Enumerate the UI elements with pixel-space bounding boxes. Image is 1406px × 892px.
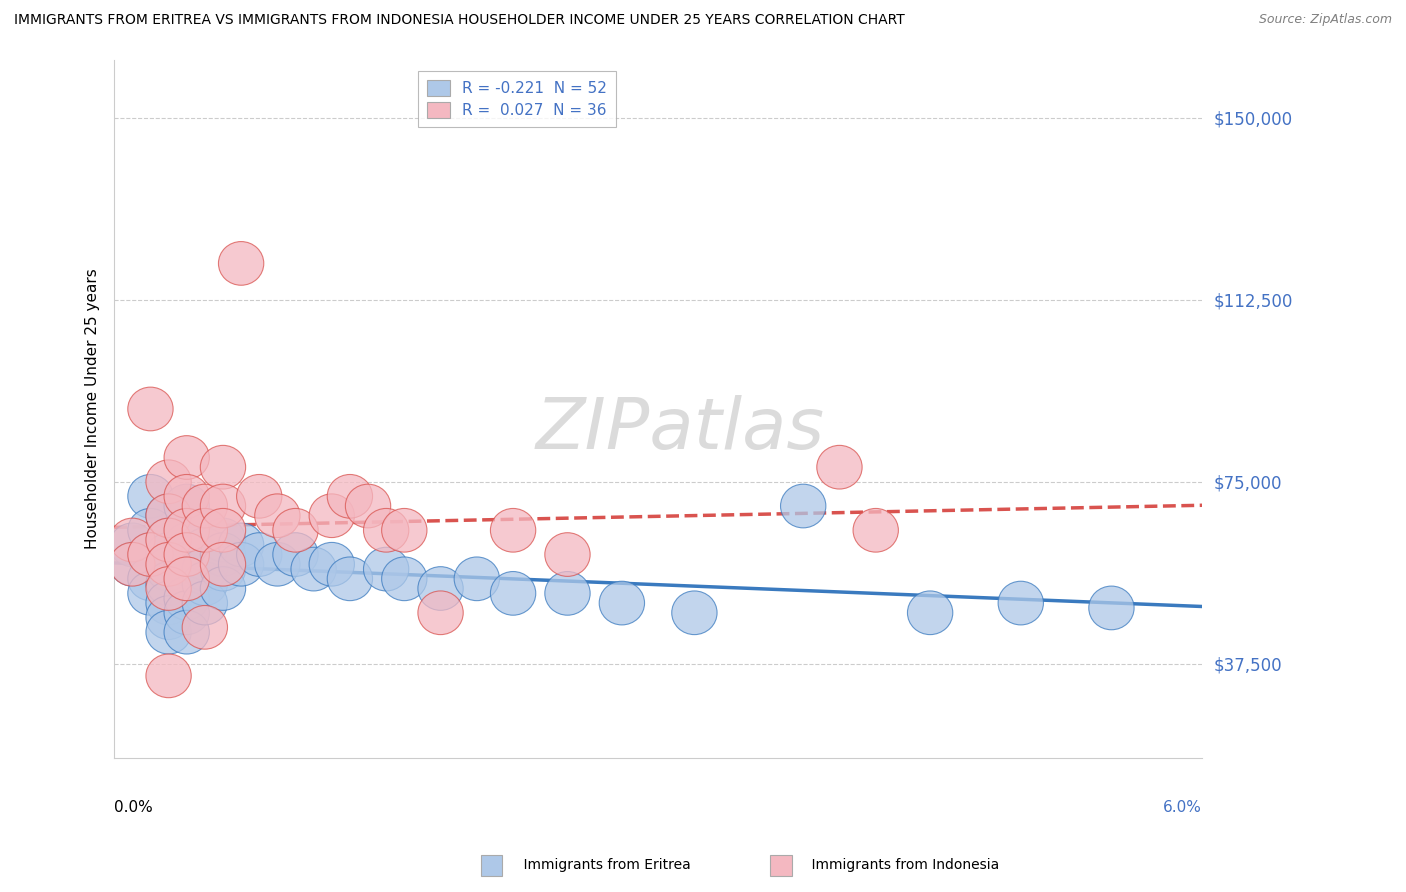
Ellipse shape [853, 508, 898, 552]
Ellipse shape [236, 533, 283, 576]
Ellipse shape [146, 494, 191, 538]
Ellipse shape [146, 596, 191, 640]
Ellipse shape [128, 572, 173, 615]
Text: Source: ZipAtlas.com: Source: ZipAtlas.com [1258, 13, 1392, 27]
Ellipse shape [165, 557, 209, 600]
Ellipse shape [218, 242, 264, 285]
Ellipse shape [544, 572, 591, 615]
Ellipse shape [381, 508, 427, 552]
Ellipse shape [236, 475, 283, 518]
Ellipse shape [309, 494, 354, 538]
Ellipse shape [273, 508, 318, 552]
Ellipse shape [165, 508, 209, 552]
Ellipse shape [183, 606, 228, 649]
Y-axis label: Householder Income Under 25 years: Householder Income Under 25 years [86, 268, 100, 549]
Ellipse shape [146, 582, 191, 625]
Ellipse shape [454, 557, 499, 600]
Text: IMMIGRANTS FROM ERITREA VS IMMIGRANTS FROM INDONESIA HOUSEHOLDER INCOME UNDER 25: IMMIGRANTS FROM ERITREA VS IMMIGRANTS FR… [14, 13, 905, 28]
Ellipse shape [218, 523, 264, 566]
Ellipse shape [128, 475, 173, 518]
Ellipse shape [146, 566, 191, 610]
Text: 0.0%: 0.0% [114, 800, 153, 815]
Ellipse shape [146, 460, 191, 504]
Ellipse shape [165, 610, 209, 654]
Ellipse shape [200, 445, 246, 489]
Ellipse shape [183, 562, 228, 606]
Ellipse shape [364, 508, 409, 552]
Ellipse shape [165, 557, 209, 600]
Ellipse shape [200, 542, 246, 586]
Ellipse shape [346, 484, 391, 528]
Ellipse shape [110, 542, 155, 586]
Ellipse shape [364, 548, 409, 591]
Text: Immigrants from Eritrea: Immigrants from Eritrea [506, 858, 690, 872]
Ellipse shape [183, 484, 228, 528]
Ellipse shape [165, 435, 209, 479]
Ellipse shape [183, 548, 228, 591]
Ellipse shape [128, 533, 173, 576]
Ellipse shape [418, 591, 463, 634]
Ellipse shape [146, 542, 191, 586]
Ellipse shape [146, 518, 191, 562]
Ellipse shape [200, 548, 246, 591]
Ellipse shape [254, 494, 299, 538]
Ellipse shape [110, 518, 155, 562]
Ellipse shape [200, 533, 246, 576]
Ellipse shape [146, 494, 191, 538]
Ellipse shape [110, 523, 155, 566]
Ellipse shape [165, 591, 209, 634]
Text: 6.0%: 6.0% [1163, 800, 1202, 815]
Ellipse shape [599, 582, 644, 625]
Ellipse shape [146, 548, 191, 591]
Ellipse shape [128, 508, 173, 552]
Ellipse shape [328, 557, 373, 600]
Ellipse shape [183, 508, 228, 552]
Ellipse shape [165, 542, 209, 586]
Ellipse shape [165, 523, 209, 566]
Ellipse shape [165, 576, 209, 620]
Ellipse shape [183, 582, 228, 625]
Ellipse shape [491, 508, 536, 552]
Ellipse shape [998, 582, 1043, 625]
Ellipse shape [165, 475, 209, 518]
Legend: R = -0.221  N = 52, R =  0.027  N = 36: R = -0.221 N = 52, R = 0.027 N = 36 [418, 70, 616, 128]
Ellipse shape [128, 533, 173, 576]
Ellipse shape [146, 610, 191, 654]
Ellipse shape [328, 475, 373, 518]
Ellipse shape [381, 557, 427, 600]
Ellipse shape [291, 548, 336, 591]
Ellipse shape [165, 508, 209, 552]
Text: Immigrants from Indonesia: Immigrants from Indonesia [794, 858, 1000, 872]
Ellipse shape [273, 533, 318, 576]
Text: ZIPatlas: ZIPatlas [536, 395, 824, 465]
Ellipse shape [309, 542, 354, 586]
Ellipse shape [146, 562, 191, 606]
Ellipse shape [907, 591, 953, 634]
Ellipse shape [254, 542, 299, 586]
Ellipse shape [817, 445, 862, 489]
Ellipse shape [200, 566, 246, 610]
Ellipse shape [491, 572, 536, 615]
Ellipse shape [128, 387, 173, 431]
Ellipse shape [1088, 586, 1135, 630]
Ellipse shape [200, 518, 246, 562]
Ellipse shape [183, 528, 228, 572]
Ellipse shape [200, 484, 246, 528]
Ellipse shape [146, 533, 191, 576]
Ellipse shape [128, 557, 173, 600]
Ellipse shape [418, 566, 463, 610]
Ellipse shape [146, 654, 191, 698]
Ellipse shape [183, 508, 228, 552]
Ellipse shape [110, 542, 155, 586]
Ellipse shape [165, 484, 209, 528]
Ellipse shape [544, 533, 591, 576]
Ellipse shape [780, 484, 825, 528]
Ellipse shape [672, 591, 717, 634]
Ellipse shape [165, 533, 209, 576]
Ellipse shape [200, 508, 246, 552]
Ellipse shape [146, 518, 191, 562]
Ellipse shape [218, 542, 264, 586]
